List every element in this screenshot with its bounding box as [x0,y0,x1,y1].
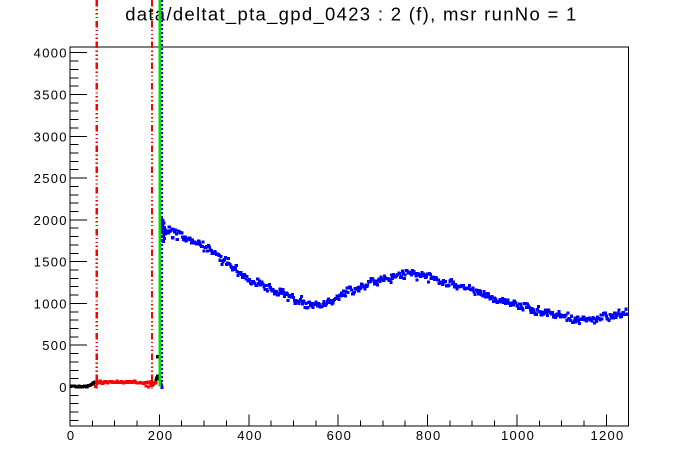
svg-text:500: 500 [42,338,68,353]
svg-text:0: 0 [67,428,76,443]
svg-text:3500: 3500 [34,88,68,103]
svg-text:1000: 1000 [501,428,535,443]
svg-text:2000: 2000 [34,213,68,228]
svg-text:3000: 3000 [34,129,68,144]
svg-text:1200: 1200 [590,428,624,443]
svg-text:data/deltat_pta_gpd_0423 : 2 (: data/deltat_pta_gpd_0423 : 2 (f), msr ru… [125,3,577,25]
svg-text:1500: 1500 [34,255,68,270]
svg-text:4000: 4000 [34,46,68,61]
svg-text:400: 400 [237,428,263,443]
svg-text:800: 800 [416,428,442,443]
svg-text:0: 0 [59,380,68,395]
svg-text:200: 200 [148,428,174,443]
svg-text:1000: 1000 [34,296,68,311]
svg-text:2500: 2500 [34,171,68,186]
svg-text:600: 600 [327,428,353,443]
